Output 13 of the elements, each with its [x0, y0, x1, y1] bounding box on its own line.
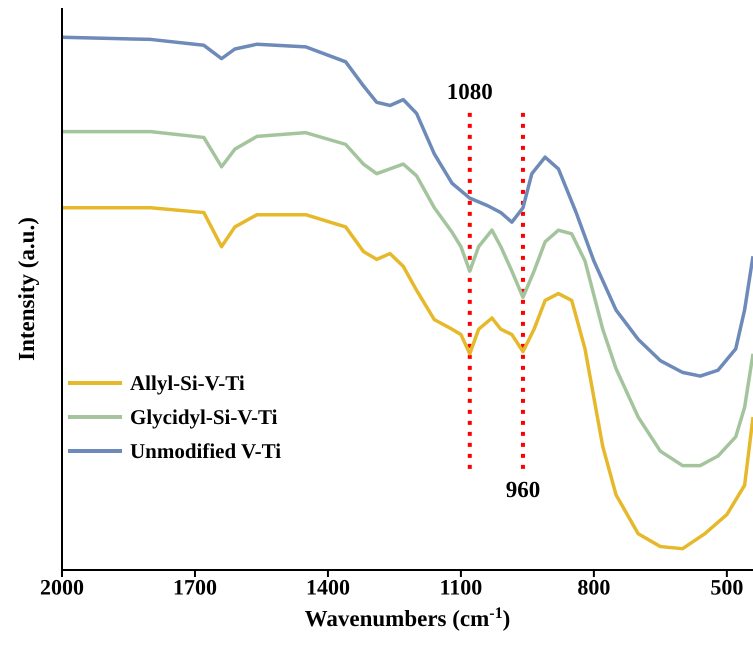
x-tick-label: 2000 — [40, 574, 84, 600]
legend-label: Glycidyl-Si-V-Ti — [130, 404, 278, 430]
x-tick-label: 1100 — [440, 574, 482, 600]
x-axis-title: Wavenumbers (cm$^{-1}$) — [304, 604, 510, 631]
ref-line-label: 1080 — [446, 79, 493, 104]
y-axis-title: Intensity (a.u.) — [14, 217, 39, 361]
x-tick-label: 1700 — [172, 574, 217, 600]
legend-label: Allyl-Si-V-Ti — [130, 370, 245, 396]
x-tick-label: 800 — [577, 574, 610, 600]
x-tick-label: 500 — [710, 574, 744, 600]
ref-line-label: 960 — [506, 476, 540, 502]
x-tick-label: 1400 — [306, 574, 350, 600]
legend-label: Unmodified V-Ti — [130, 438, 282, 464]
